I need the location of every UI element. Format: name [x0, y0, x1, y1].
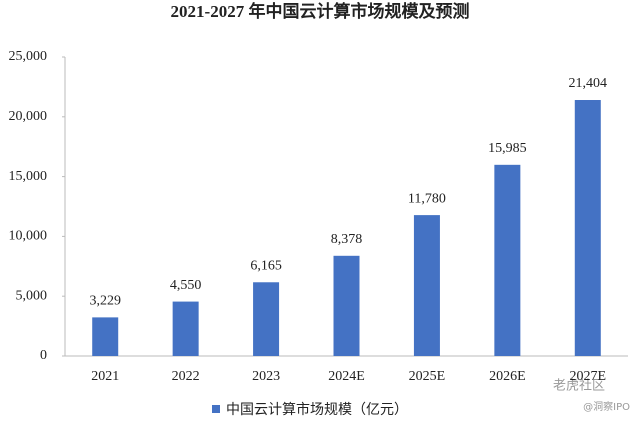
bar [172, 301, 199, 356]
data-label: 11,780 [408, 191, 446, 206]
x-tick-label: 2027E [570, 369, 607, 384]
x-tick-label: 2025E [409, 369, 446, 384]
chart-title: 2021-2027 年中国云计算市场规模及预测 [171, 1, 470, 21]
x-tick-label: 2022 [172, 369, 200, 384]
bar [253, 282, 280, 356]
bar [494, 164, 521, 356]
y-tick-label: 25,000 [9, 49, 48, 64]
y-tick-label: 15,000 [9, 169, 48, 184]
watermark-brand: 老虎社区 [553, 378, 605, 394]
data-label: 21,404 [569, 76, 608, 91]
y-tick-label: 10,000 [9, 229, 48, 244]
data-label: 15,985 [488, 141, 527, 156]
data-label: 4,550 [170, 278, 202, 293]
x-tick-label: 2021 [91, 369, 119, 384]
bar [92, 317, 119, 356]
legend-label: 中国云计算市场规模（亿元） [226, 401, 408, 418]
y-tick-label: 0 [40, 348, 47, 363]
legend-marker [212, 405, 220, 413]
x-tick-label: 2026E [489, 369, 526, 384]
x-tick-label: 2023 [252, 369, 280, 384]
bar [413, 215, 440, 356]
y-tick-label: 20,000 [9, 109, 48, 124]
bar [574, 100, 601, 356]
bar [333, 255, 360, 356]
y-tick-label: 5,000 [16, 288, 48, 303]
watermark-author: @洞察IPO [583, 400, 630, 413]
data-label: 8,378 [331, 232, 363, 247]
x-tick-label: 2024E [328, 369, 365, 384]
data-label: 3,229 [89, 294, 121, 309]
data-label: 6,165 [250, 258, 282, 273]
